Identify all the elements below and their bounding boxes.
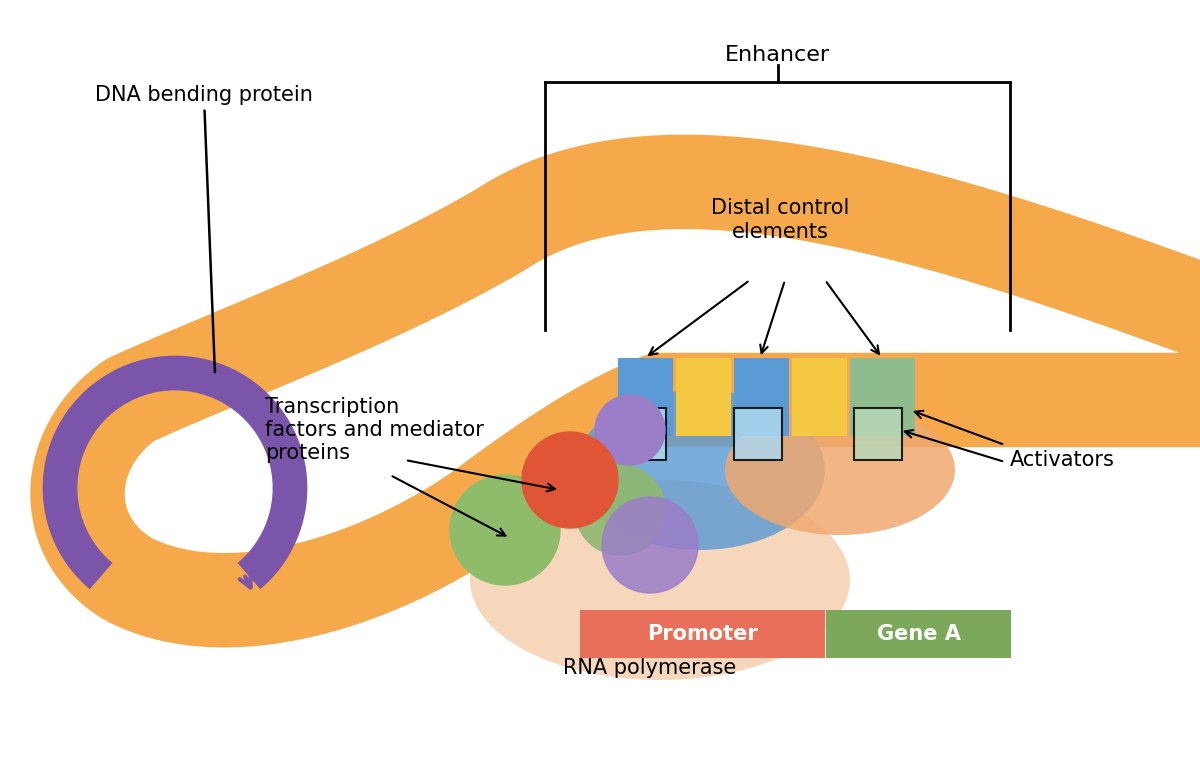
FancyBboxPatch shape xyxy=(676,358,731,436)
FancyBboxPatch shape xyxy=(618,408,666,460)
FancyBboxPatch shape xyxy=(850,358,916,436)
Ellipse shape xyxy=(725,405,955,535)
FancyBboxPatch shape xyxy=(580,610,826,658)
Text: Distal control
elements: Distal control elements xyxy=(710,198,850,242)
FancyBboxPatch shape xyxy=(734,358,790,436)
Circle shape xyxy=(575,465,665,555)
Text: Gene A: Gene A xyxy=(876,624,960,644)
Circle shape xyxy=(450,475,560,585)
FancyBboxPatch shape xyxy=(618,358,673,436)
Text: Enhancer: Enhancer xyxy=(725,45,830,65)
Circle shape xyxy=(595,395,665,465)
FancyBboxPatch shape xyxy=(792,358,847,436)
Text: Promoter: Promoter xyxy=(647,624,758,644)
Text: RNA polymerase: RNA polymerase xyxy=(563,658,737,678)
Text: Transcription
factors and mediator
proteins: Transcription factors and mediator prote… xyxy=(265,397,484,463)
Ellipse shape xyxy=(470,480,850,680)
Circle shape xyxy=(522,432,618,528)
Circle shape xyxy=(602,497,698,593)
FancyBboxPatch shape xyxy=(734,408,782,460)
FancyBboxPatch shape xyxy=(854,408,902,460)
Text: DNA bending protein: DNA bending protein xyxy=(95,85,313,372)
Ellipse shape xyxy=(575,390,826,550)
Text: Activators: Activators xyxy=(1010,450,1115,470)
FancyBboxPatch shape xyxy=(826,610,1010,658)
